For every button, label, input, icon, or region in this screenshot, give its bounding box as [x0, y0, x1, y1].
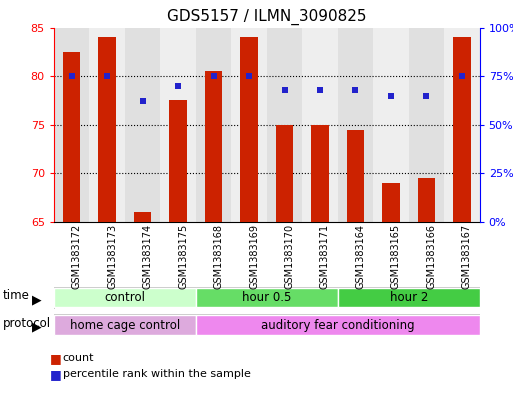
- Bar: [134, 212, 151, 222]
- Text: GSM1383169: GSM1383169: [249, 224, 259, 289]
- Bar: [453, 37, 471, 222]
- Text: ■: ■: [50, 367, 61, 381]
- Text: GSM1383170: GSM1383170: [285, 224, 294, 289]
- Text: GSM1383167: GSM1383167: [462, 224, 472, 289]
- Text: count: count: [63, 353, 94, 364]
- Text: time: time: [3, 289, 29, 302]
- Bar: [267, 28, 302, 222]
- Text: auditory fear conditioning: auditory fear conditioning: [261, 319, 415, 332]
- Bar: [311, 125, 329, 222]
- Text: GSM1383168: GSM1383168: [213, 224, 224, 289]
- Text: GSM1383173: GSM1383173: [107, 224, 117, 289]
- Bar: [169, 101, 187, 222]
- Text: GSM1383171: GSM1383171: [320, 224, 330, 289]
- Bar: [196, 316, 480, 335]
- Text: protocol: protocol: [3, 316, 51, 330]
- Text: hour 2: hour 2: [389, 291, 428, 304]
- Bar: [240, 37, 258, 222]
- Bar: [125, 28, 160, 222]
- Bar: [54, 316, 196, 335]
- Bar: [63, 52, 81, 222]
- Bar: [196, 28, 231, 222]
- Bar: [205, 71, 223, 222]
- Bar: [444, 28, 480, 222]
- Bar: [54, 288, 196, 307]
- Bar: [98, 37, 116, 222]
- Text: ■: ■: [50, 352, 61, 365]
- Bar: [373, 28, 409, 222]
- Bar: [275, 125, 293, 222]
- Bar: [338, 288, 480, 307]
- Bar: [302, 28, 338, 222]
- Text: GSM1383175: GSM1383175: [178, 224, 188, 289]
- Bar: [160, 28, 196, 222]
- Text: ▶: ▶: [32, 321, 42, 334]
- Text: hour 0.5: hour 0.5: [242, 291, 291, 304]
- Text: GSM1383165: GSM1383165: [391, 224, 401, 289]
- Text: control: control: [104, 291, 145, 304]
- Text: GSM1383174: GSM1383174: [143, 224, 152, 289]
- Bar: [231, 28, 267, 222]
- Bar: [89, 28, 125, 222]
- Text: GSM1383166: GSM1383166: [426, 224, 437, 289]
- Bar: [418, 178, 436, 222]
- Bar: [196, 288, 338, 307]
- Text: GSM1383164: GSM1383164: [356, 224, 365, 289]
- Text: GSM1383172: GSM1383172: [72, 224, 82, 289]
- Text: percentile rank within the sample: percentile rank within the sample: [63, 369, 250, 379]
- Bar: [347, 130, 364, 222]
- Bar: [382, 183, 400, 222]
- Bar: [338, 28, 373, 222]
- Bar: [54, 28, 89, 222]
- Title: GDS5157 / ILMN_3090825: GDS5157 / ILMN_3090825: [167, 9, 366, 25]
- Bar: [409, 28, 444, 222]
- Text: ▶: ▶: [32, 293, 42, 307]
- Text: home cage control: home cage control: [70, 319, 180, 332]
